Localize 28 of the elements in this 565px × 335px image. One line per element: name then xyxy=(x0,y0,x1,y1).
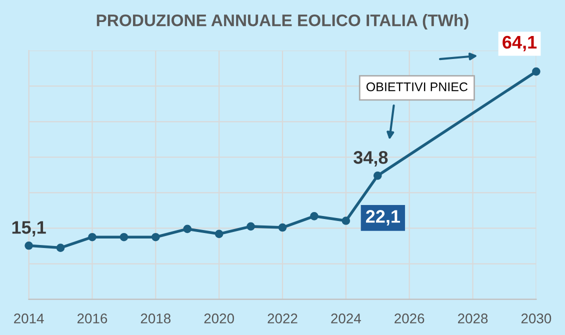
point xyxy=(214,230,224,238)
point xyxy=(246,222,255,231)
point xyxy=(151,232,160,242)
point xyxy=(56,244,65,252)
data-label: 64,1 xyxy=(502,36,537,52)
point xyxy=(24,241,33,250)
point xyxy=(183,224,192,234)
x-tick-label: 2022 xyxy=(268,314,298,324)
x-tick-label: 2014 xyxy=(14,314,44,324)
data-label: 22,1 xyxy=(366,210,400,226)
point xyxy=(88,232,96,242)
x-tick-label: 2030 xyxy=(521,314,552,324)
data-label: 15,1 xyxy=(12,221,46,236)
x-tick-label: 2018 xyxy=(140,314,171,324)
chart-title: PRODUZIONE ANNUALE EOLICO ITALIA (TWh) xyxy=(96,14,468,30)
annotation: OBIETTIVI PNIEC xyxy=(366,82,468,92)
x-tick-label: 2024 xyxy=(331,314,361,324)
x-tick-label: 2026 xyxy=(394,314,424,324)
x-tick-label: 2016 xyxy=(77,314,108,324)
point xyxy=(278,223,287,232)
x-tick-label: 2028 xyxy=(458,314,488,324)
data-label: 34,8 xyxy=(354,151,388,166)
x-tick-label: 2020 xyxy=(204,314,234,324)
point xyxy=(532,67,540,76)
point xyxy=(120,232,128,242)
point xyxy=(310,212,318,220)
point xyxy=(373,171,382,180)
point xyxy=(342,216,350,225)
